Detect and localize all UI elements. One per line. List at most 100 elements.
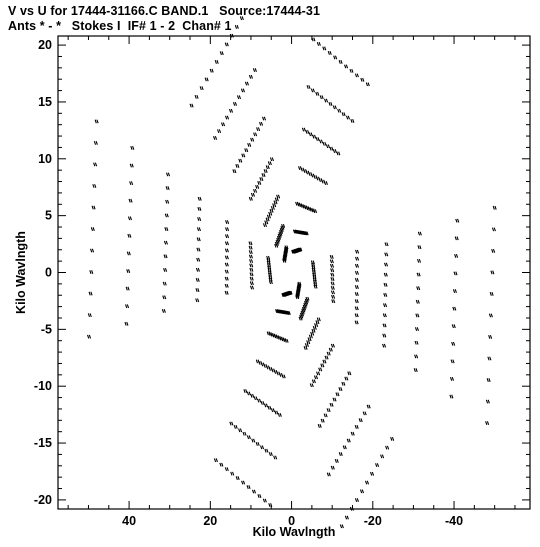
uv-point <box>125 304 130 309</box>
uv-point <box>488 335 493 339</box>
uv-point <box>319 139 324 144</box>
uv-point <box>365 82 370 87</box>
y-tick-label: -10 <box>34 379 52 393</box>
uv-point <box>129 181 134 186</box>
uv-point <box>165 199 170 204</box>
uv-point <box>354 313 359 318</box>
uv-point <box>248 241 253 246</box>
uv-point <box>346 438 351 443</box>
uv-point <box>295 295 300 300</box>
uv-point <box>276 194 281 199</box>
uv-point <box>224 42 229 47</box>
uv-point <box>295 293 300 298</box>
uv-point <box>247 142 252 147</box>
uv-point <box>354 292 359 297</box>
uv-point <box>268 503 273 507</box>
uv-point <box>224 290 229 295</box>
uv-point <box>337 108 342 113</box>
uv-point <box>304 231 309 236</box>
uv-point <box>306 85 311 89</box>
uv-point <box>451 324 456 329</box>
uv-point <box>311 379 316 384</box>
uv-point <box>219 462 224 467</box>
uv-point <box>354 263 360 268</box>
x-tick-label: -40 <box>445 514 463 528</box>
uv-point <box>449 377 455 381</box>
uv-point <box>303 346 308 350</box>
uv-point <box>162 281 167 286</box>
uv-point <box>338 387 343 392</box>
uv-point <box>318 367 323 372</box>
uv-point <box>330 286 335 290</box>
uv-point <box>345 115 351 120</box>
uv-point <box>282 292 287 297</box>
uv-point <box>257 494 262 498</box>
uv-point <box>298 316 303 321</box>
uv-point <box>242 431 247 436</box>
uv-point <box>224 269 229 274</box>
uv-point <box>450 359 455 364</box>
y-tick-label: 20 <box>38 38 52 52</box>
uv-point <box>199 86 204 91</box>
uv-point <box>491 248 496 253</box>
uv-point <box>248 74 253 79</box>
uv-point <box>329 254 334 259</box>
uv-point <box>328 102 333 106</box>
uv-point <box>344 376 349 381</box>
uv-point <box>253 132 258 137</box>
uv-point <box>261 173 266 177</box>
uv-point <box>413 368 418 372</box>
uv-point <box>320 418 325 423</box>
uv-point <box>238 158 243 163</box>
uv-point <box>260 445 265 450</box>
uv-point <box>334 458 339 463</box>
uv-point <box>347 371 352 376</box>
uv-point <box>360 77 365 82</box>
uv-point <box>163 254 168 259</box>
uv-point <box>310 88 315 93</box>
uv-point <box>359 489 364 494</box>
uv-point <box>354 285 359 289</box>
y-tick-label: 15 <box>38 95 52 109</box>
uv-point <box>330 343 335 348</box>
uv-point <box>333 55 338 60</box>
uv-point <box>256 127 261 132</box>
uv-point <box>330 281 335 286</box>
uv-point <box>317 423 322 428</box>
uv-point <box>270 408 275 413</box>
uv-point <box>485 399 490 404</box>
uv-point <box>330 465 335 470</box>
uv-point <box>163 268 168 272</box>
uv-point <box>196 247 201 252</box>
uv-point <box>232 169 237 174</box>
uv-point <box>323 413 328 418</box>
uv-point <box>284 245 289 250</box>
uv-point <box>94 119 99 124</box>
y-tick-label: -15 <box>34 436 52 450</box>
uv-point <box>323 181 328 186</box>
uv-point <box>250 192 255 197</box>
uv-point <box>238 428 243 433</box>
uv-point <box>162 295 167 300</box>
uv-point <box>246 391 251 396</box>
y-tick-label: -20 <box>34 493 52 507</box>
uv-point <box>344 64 349 69</box>
uv-point <box>164 213 169 218</box>
uv-point <box>165 172 171 177</box>
uv-point <box>228 108 234 113</box>
uv-point <box>252 68 257 72</box>
uv-point <box>195 298 200 303</box>
uv-point <box>341 112 346 117</box>
uv-point <box>313 375 319 380</box>
x-tick-label: -20 <box>364 514 382 528</box>
uv-point <box>275 309 280 314</box>
uv-point <box>262 498 267 503</box>
uv-point <box>224 234 230 239</box>
uv-point <box>214 59 219 64</box>
plot-frame <box>57 35 531 510</box>
uv-point <box>229 421 234 426</box>
uv-point <box>315 137 320 142</box>
uv-point <box>330 272 335 277</box>
uv-point <box>344 515 349 520</box>
uv-point <box>248 245 253 250</box>
